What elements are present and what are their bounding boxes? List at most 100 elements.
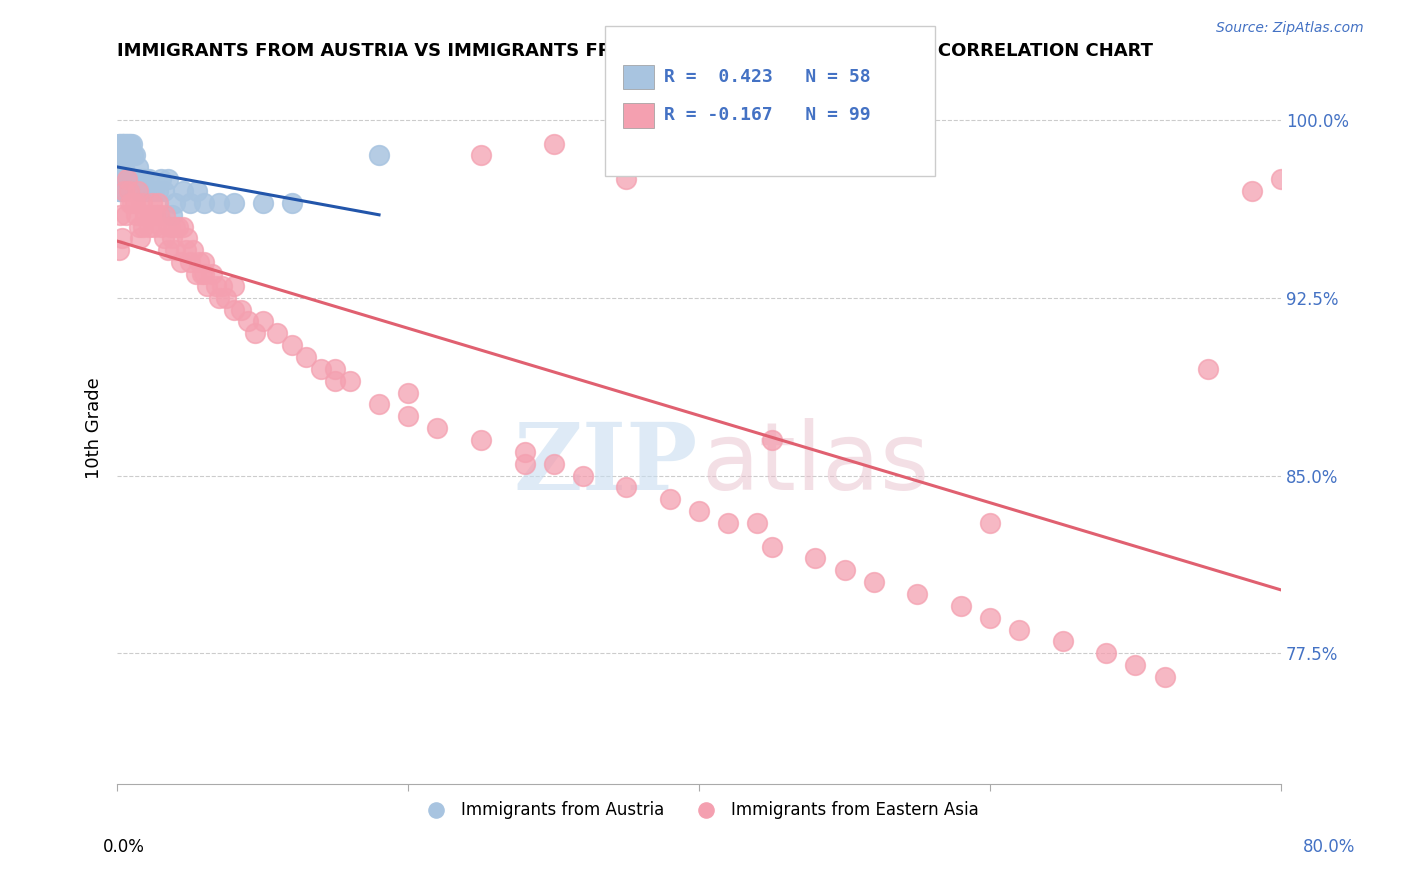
- Point: [148, 208, 170, 222]
- Point: [111, 148, 134, 162]
- Text: ZIP: ZIP: [513, 418, 699, 508]
- Point: [222, 278, 245, 293]
- Point: [120, 195, 142, 210]
- Point: [426, 421, 449, 435]
- Point: [236, 314, 259, 328]
- Point: [118, 148, 141, 162]
- Text: R =  0.423   N = 58: R = 0.423 N = 58: [664, 68, 870, 86]
- Point: [108, 184, 131, 198]
- Point: [949, 599, 972, 613]
- Point: [165, 219, 187, 234]
- Point: [141, 195, 163, 210]
- Point: [325, 361, 347, 376]
- Point: [117, 148, 139, 162]
- Point: [165, 195, 187, 210]
- Point: [211, 278, 233, 293]
- Point: [172, 184, 194, 198]
- Point: [222, 302, 245, 317]
- Point: [115, 148, 138, 162]
- Text: Source: ZipAtlas.com: Source: ZipAtlas.com: [1216, 21, 1364, 35]
- Point: [110, 161, 132, 175]
- Point: [114, 136, 136, 151]
- Point: [368, 397, 391, 411]
- Point: [181, 244, 204, 258]
- Point: [190, 267, 212, 281]
- Point: [165, 244, 187, 258]
- Point: [142, 184, 165, 198]
- Point: [124, 195, 146, 210]
- Point: [152, 231, 174, 245]
- Point: [193, 195, 215, 210]
- Point: [513, 444, 536, 458]
- Point: [174, 244, 197, 258]
- Point: [110, 184, 132, 198]
- Point: [571, 468, 593, 483]
- Point: [184, 267, 207, 281]
- Point: [834, 563, 856, 577]
- Point: [135, 208, 157, 222]
- Point: [761, 433, 783, 447]
- Point: [134, 208, 156, 222]
- Point: [153, 208, 176, 222]
- Point: [543, 457, 565, 471]
- Point: [108, 136, 131, 151]
- Point: [120, 136, 142, 151]
- Point: [229, 302, 252, 317]
- Point: [1052, 634, 1074, 648]
- Point: [120, 172, 142, 186]
- Point: [513, 457, 536, 471]
- Point: [179, 255, 201, 269]
- Point: [905, 148, 928, 162]
- Point: [208, 195, 231, 210]
- Point: [110, 136, 132, 151]
- Point: [717, 516, 740, 530]
- Point: [157, 172, 180, 186]
- Point: [111, 172, 134, 186]
- Point: [205, 278, 228, 293]
- Point: [979, 516, 1001, 530]
- Point: [132, 219, 155, 234]
- Point: [614, 480, 637, 494]
- Point: [110, 231, 132, 245]
- Point: [131, 195, 153, 210]
- Y-axis label: 10th Grade: 10th Grade: [86, 377, 103, 479]
- Point: [128, 172, 150, 186]
- Point: [108, 208, 131, 222]
- Point: [1197, 361, 1219, 376]
- Point: [1095, 646, 1118, 660]
- Point: [117, 136, 139, 151]
- Point: [172, 219, 194, 234]
- Point: [110, 172, 132, 186]
- Point: [470, 433, 492, 447]
- Point: [905, 587, 928, 601]
- Point: [295, 350, 318, 364]
- Text: 0.0%: 0.0%: [103, 838, 145, 855]
- Point: [132, 172, 155, 186]
- Point: [281, 195, 304, 210]
- Point: [111, 161, 134, 175]
- Point: [114, 184, 136, 198]
- Point: [108, 161, 131, 175]
- Point: [170, 255, 193, 269]
- Point: [162, 208, 184, 222]
- Point: [118, 184, 141, 198]
- Point: [179, 195, 201, 210]
- Point: [110, 148, 132, 162]
- Point: [146, 184, 169, 198]
- Point: [146, 195, 169, 210]
- Point: [121, 172, 143, 186]
- Point: [159, 219, 181, 234]
- Point: [761, 540, 783, 554]
- Point: [127, 184, 149, 198]
- Point: [862, 575, 884, 590]
- Point: [979, 611, 1001, 625]
- Point: [187, 255, 209, 269]
- Point: [121, 136, 143, 151]
- Point: [115, 172, 138, 186]
- Point: [107, 136, 129, 151]
- Point: [135, 184, 157, 198]
- Point: [195, 278, 218, 293]
- Point: [614, 172, 637, 186]
- Point: [176, 231, 198, 245]
- Text: atlas: atlas: [702, 417, 929, 509]
